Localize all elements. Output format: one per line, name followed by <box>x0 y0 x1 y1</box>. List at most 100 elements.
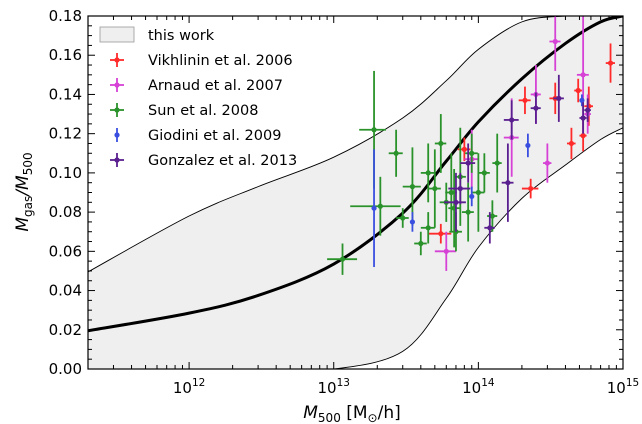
y-tick-label: 0.00 <box>49 360 82 378</box>
y-tick-label: 0.14 <box>49 85 82 103</box>
data-marker <box>494 160 500 166</box>
data-marker <box>580 72 586 78</box>
x-tick-label: 1012 <box>173 377 205 397</box>
data-point <box>371 149 377 268</box>
y-tick-label: 0.04 <box>49 282 82 300</box>
data-marker <box>438 140 444 147</box>
data-point <box>566 127 576 160</box>
y-tick-label: 0.08 <box>49 203 82 221</box>
axis-ticks <box>87 15 624 370</box>
data-point <box>461 182 474 242</box>
data-marker <box>425 170 431 176</box>
data-marker <box>505 180 511 186</box>
legend: this work Vikhlinin et al. 2006 Arnaud e… <box>99 26 297 169</box>
data-marker <box>481 170 487 176</box>
data-marker <box>465 209 471 215</box>
data-point <box>543 143 552 183</box>
data-marker <box>544 160 550 166</box>
model-uncertainty-band <box>88 16 623 369</box>
data-marker <box>487 225 493 231</box>
series-sun <box>327 70 502 275</box>
data-marker <box>489 213 495 219</box>
data-point <box>444 172 466 232</box>
y-tick-label: 0.06 <box>49 242 82 260</box>
data-point <box>478 153 490 193</box>
data-point <box>579 102 587 134</box>
data-marker <box>522 97 528 103</box>
data-point <box>484 212 495 244</box>
data-point <box>460 143 476 183</box>
data-point <box>396 208 409 228</box>
data-points <box>327 16 615 275</box>
data-point <box>530 92 541 124</box>
data-point <box>503 100 519 140</box>
data-marker <box>469 193 475 200</box>
data-marker <box>465 160 471 166</box>
data-point <box>465 133 478 173</box>
model-upper-bound-line <box>88 16 623 273</box>
legend-label-model: this work <box>148 28 215 44</box>
data-marker <box>393 150 399 156</box>
plot-area <box>88 16 623 369</box>
data-point <box>420 212 435 244</box>
data-point <box>518 86 531 115</box>
data-marker <box>509 117 515 123</box>
data-point <box>428 223 452 244</box>
y-axis-title: Mgas/M500 <box>13 152 35 231</box>
data-point <box>414 231 427 256</box>
data-point <box>525 133 531 158</box>
data-point <box>574 78 582 103</box>
y-tick-label: 0.02 <box>49 321 82 339</box>
legend-dot <box>114 107 120 113</box>
data-marker <box>585 107 591 113</box>
data-point <box>553 74 564 122</box>
data-point <box>469 186 475 207</box>
series-vikhlinin <box>428 43 615 244</box>
data-point <box>428 149 441 228</box>
data-marker <box>432 185 438 192</box>
data-marker <box>469 150 475 156</box>
data-marker <box>453 199 459 205</box>
x-tick-label: 1013 <box>317 377 349 397</box>
data-marker <box>448 189 454 196</box>
data-marker <box>339 256 346 262</box>
y-tick-label: 0.12 <box>49 125 82 143</box>
legend-marker-giodini <box>114 128 120 142</box>
data-point <box>388 129 403 177</box>
legend-marker-gonzalez <box>110 153 124 167</box>
series-giodini <box>371 94 585 268</box>
data-marker <box>400 215 406 221</box>
x-axis-title: M500 [M⊙/h] <box>303 403 401 424</box>
model-lower-bound-line <box>88 127 623 369</box>
data-point <box>434 231 456 271</box>
data-marker <box>580 133 586 139</box>
data-point <box>605 43 615 83</box>
data-marker <box>533 105 539 111</box>
data-marker <box>568 140 575 147</box>
legend-label-gonzalez: Gonzalez et al. 2013 <box>148 153 297 169</box>
data-point <box>409 212 416 232</box>
data-marker <box>409 184 416 190</box>
legend-label-sun: Sun et al. 2008 <box>148 103 258 119</box>
legend-dot <box>114 82 120 88</box>
legend-label-vikhlinin: Vikhlinin et al. 2006 <box>148 53 293 69</box>
data-point <box>492 133 502 193</box>
data-marker <box>461 146 467 152</box>
data-marker <box>525 142 531 149</box>
data-marker <box>556 95 562 101</box>
legend-label-arnaud: Arnaud et al. 2007 <box>148 78 283 94</box>
legend-swatch-model-band <box>99 26 135 43</box>
x-tick-label: 1015 <box>607 377 639 397</box>
data-marker <box>371 205 377 211</box>
data-marker <box>575 87 581 94</box>
data-marker <box>377 203 383 209</box>
data-marker <box>607 60 614 66</box>
y-tick-label: 0.16 <box>49 46 82 64</box>
data-point <box>434 114 447 173</box>
data-marker <box>371 127 377 133</box>
data-marker <box>528 185 534 192</box>
data-marker <box>418 240 424 247</box>
y-tick-label: 0.18 <box>49 7 82 25</box>
legend-label-giodini: Giodini et al. 2009 <box>148 128 281 144</box>
model-mean-line <box>88 16 623 333</box>
